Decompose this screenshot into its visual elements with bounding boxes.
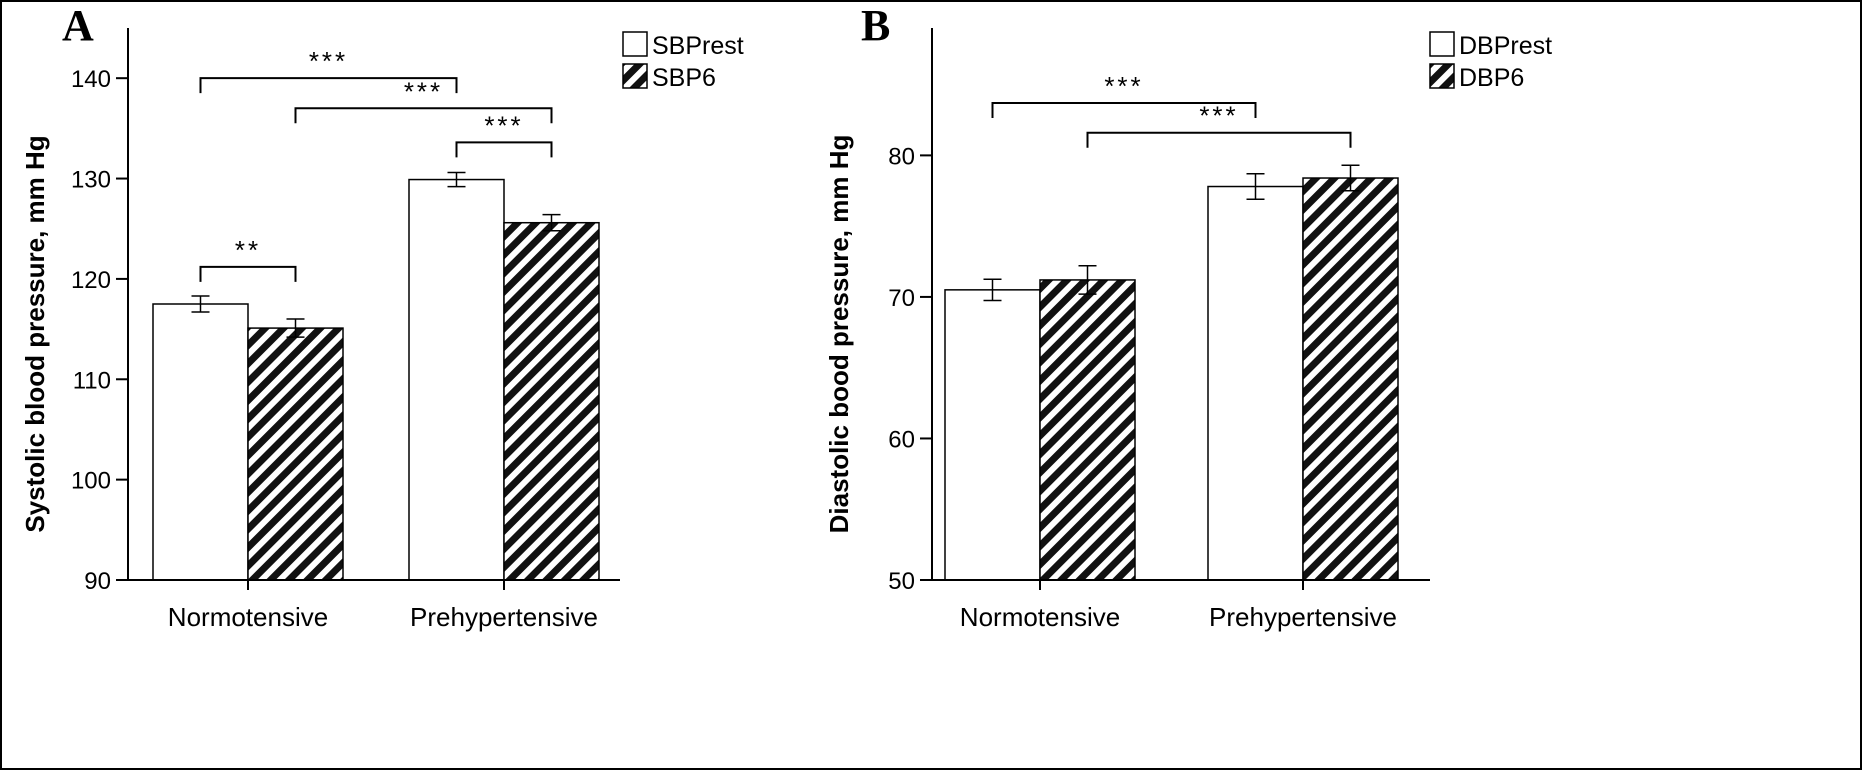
error-bar-dbprest-0 <box>983 278 1002 302</box>
significance-bracket <box>294 107 553 124</box>
significance-label: *** <box>404 76 443 106</box>
y-tick-label: 120 <box>71 267 111 294</box>
legend-entry-dbp6: DBP6 <box>1459 64 1524 92</box>
error-bar-sbp6-0 <box>286 318 305 338</box>
significance-bracket <box>991 102 1257 119</box>
category-label-prehypertensive: Prehypertensive <box>410 602 598 632</box>
significance-label: *** <box>309 46 348 76</box>
legend-swatch-dbp6 <box>1429 63 1455 89</box>
significance-label: *** <box>1199 101 1238 131</box>
significance-bracket <box>199 265 297 282</box>
error-bar-dbp6-0 <box>1078 265 1097 295</box>
y-tick-label: 70 <box>888 285 915 312</box>
y-tick-label: 140 <box>71 66 111 93</box>
y-axis-title: Systolic blood pressure, mm Hg <box>20 135 50 532</box>
y-tick-label: 110 <box>73 367 111 394</box>
category-label-normotensive: Normotensive <box>168 602 328 632</box>
legend-entry-sbp6: SBP6 <box>652 64 716 92</box>
legend-swatch-dbprest <box>1429 31 1455 57</box>
legend-entry-dbprest: DBPrest <box>1459 32 1552 60</box>
error-bar-sbp6-1 <box>542 213 561 232</box>
error-bar-sbprest-1 <box>447 171 466 188</box>
bar-sbp6-0 <box>247 327 344 581</box>
significance-bracket <box>199 77 458 94</box>
bar-sbp6-1 <box>503 221 600 581</box>
y-tick-label: 90 <box>84 568 111 595</box>
y-axis-title: Diastolic bood pressure, mm Hg <box>824 135 854 534</box>
y-tick-label: 130 <box>71 167 111 194</box>
bar-dbp6-0 <box>1039 279 1136 581</box>
panel-a: 90 100 110 120 130 140 Normotensive Prehyperten… <box>20 1 744 632</box>
category-label-prehypertensive: Prehypertensive <box>1209 602 1397 632</box>
legend-swatch-sbprest <box>622 31 648 57</box>
y-tick-label: 100 <box>71 468 111 495</box>
error-bar-dbp6-1 <box>1341 164 1360 192</box>
significance-label: *** <box>484 110 523 140</box>
bar-sbprest-1 <box>408 178 505 581</box>
legend-entry-sbprest: SBPrest <box>652 32 744 60</box>
significance-bracket <box>455 141 553 158</box>
panel-label: B <box>861 1 890 50</box>
y-tick-label: 50 <box>888 568 915 595</box>
panel-label: A <box>62 1 94 50</box>
category-label-normotensive: Normotensive <box>960 602 1120 632</box>
significance-label: ** <box>235 235 261 265</box>
y-tick-label: 80 <box>888 143 915 170</box>
bar-sbprest-0 <box>152 303 249 581</box>
bar-dbprest-0 <box>944 289 1041 581</box>
bar-dbprest-1 <box>1207 185 1304 581</box>
panel-b: 50 60 70 80 Normotensive Prehypertensive Diast… <box>824 1 1552 632</box>
error-bar-sbprest-0 <box>191 295 210 313</box>
legend-swatch-sbp6 <box>622 63 648 89</box>
error-bar-dbprest-1 <box>1246 173 1265 201</box>
bar-dbp6-1 <box>1302 177 1399 581</box>
significance-bracket <box>1086 131 1352 148</box>
y-tick-label: 60 <box>888 426 915 453</box>
significance-label: *** <box>1104 71 1143 101</box>
